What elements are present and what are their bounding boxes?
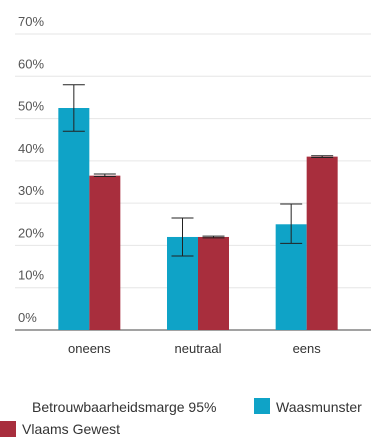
- legend-title: Betrouwbaarheidsmarge 95%: [32, 399, 216, 415]
- bar-vlaams-gewest-neutraal: [198, 236, 229, 330]
- y-tick-label: 40%: [18, 141, 44, 156]
- legend-swatch-waasmunster: [254, 398, 270, 414]
- bar-vlaams-gewest-eens: [306, 156, 338, 330]
- y-tick-label: 10%: [18, 268, 44, 283]
- y-tick-label: 30%: [18, 183, 44, 198]
- y-tick-label: 60%: [18, 56, 44, 71]
- x-tick-label: eens: [293, 341, 322, 356]
- x-tick-label: oneens: [68, 341, 111, 356]
- x-tick-label: neutraal: [175, 341, 222, 356]
- legend-label-vlaams-gewest: Vlaams Gewest: [22, 421, 120, 437]
- legend-label-waasmunster: Waasmunster: [276, 399, 362, 415]
- y-tick-label: 70%: [18, 14, 44, 29]
- bar-waasmunster-oneens: [58, 108, 90, 330]
- y-tick-label: 20%: [18, 225, 44, 240]
- y-tick-label: 50%: [18, 99, 44, 114]
- y-tick-label: 0%: [18, 310, 37, 325]
- legend-swatch-vlaams-gewest: [0, 421, 16, 437]
- bar-vlaams-gewest-oneens: [89, 175, 121, 330]
